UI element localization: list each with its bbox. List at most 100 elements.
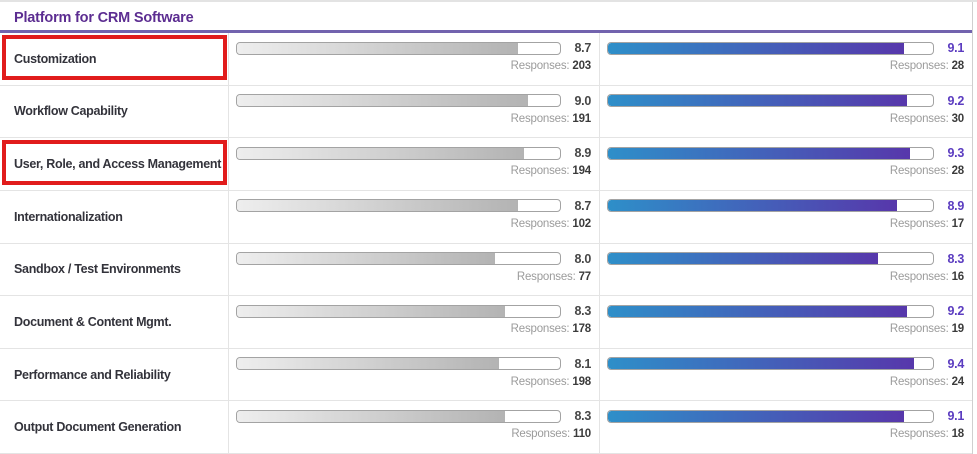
feature-label-cell: Internationalization (0, 190, 229, 243)
rating-bar-fill (237, 358, 499, 370)
responses-line: Responses: 19 (607, 323, 964, 335)
rating-bar-track (607, 409, 934, 423)
responses-line: Responses: 102 (236, 217, 592, 230)
feature-label-cell: User, Role, and Access Management (0, 138, 229, 190)
left-product-cell: 9.0 Responses: 191 (229, 85, 600, 138)
feature-label-cell: Document & Content Mgmt. (0, 296, 229, 348)
rating-bar-fill (608, 305, 907, 317)
right-product-cell: 8.9 Responses: 17 (600, 191, 972, 243)
left-product-cell: 8.9 Responses: 194 (229, 138, 600, 190)
responses-label: Responses: (889, 375, 949, 388)
rating-bar-track (236, 41, 561, 55)
feature-label-cell: Output Document Generation (0, 401, 229, 453)
responses-label: Responses: (510, 60, 570, 72)
rating-bar-track (607, 146, 934, 160)
rating-bar-fill (608, 200, 898, 212)
responses-line: Responses: 28 (607, 165, 964, 177)
rating-bar-fill (237, 95, 528, 107)
row-label: Customization (14, 51, 97, 66)
rating-score: 8.3 (574, 304, 592, 319)
responses-line: Responses: 110 (236, 428, 591, 440)
responses-line: Responses: 30 (607, 113, 964, 125)
rating-bar-track (236, 357, 561, 371)
table-row: User, Role, and Access Management 8.9 Re… (0, 138, 972, 191)
row-label: Output Document Generation (14, 420, 182, 435)
responses-value: 19 (951, 323, 965, 336)
rating-bar-fill (237, 147, 525, 159)
responses-line: Responses: 203 (236, 60, 592, 72)
responses-line: Responses: 28 (607, 60, 964, 72)
right-product-cell: 9.1 Responses: 18 (600, 401, 972, 453)
responses-label: Responses: (510, 112, 570, 125)
rating-bar-fill (608, 253, 878, 264)
responses-value: 28 (951, 165, 965, 178)
responses-line: Responses: 17 (607, 218, 964, 230)
responses-value: 24 (951, 375, 965, 388)
rating-bar-track (607, 41, 934, 55)
responses-line: Responses: 198 (236, 375, 592, 388)
responses-label: Responses: (889, 165, 949, 178)
rating-score: 9.4 (947, 356, 965, 371)
responses-value: 178 (572, 323, 591, 336)
responses-line: Responses: 191 (236, 112, 592, 125)
responses-value: 18 (951, 428, 965, 441)
rating-score: 8.0 (574, 251, 592, 266)
rating-bar-fill (608, 410, 904, 422)
rating-bar-fill (237, 42, 518, 54)
responses-label: Responses: (889, 112, 949, 125)
rating-score: 8.3 (947, 251, 965, 266)
responses-value: 77 (578, 270, 592, 283)
responses-line: Responses: 178 (236, 323, 592, 336)
feature-label-cell: Performance and Reliability (0, 348, 229, 401)
rating-bar-track (236, 199, 561, 213)
table-row: Customization 8.7 Responses: 203 9.1 (0, 33, 972, 86)
rating-bar-fill (237, 305, 506, 317)
rating-score: 8.9 (947, 198, 965, 213)
rating-bar-track (607, 199, 934, 213)
feature-label-cell: Customization (0, 33, 229, 85)
left-product-cell: 8.3 Responses: 178 (229, 296, 600, 348)
comparison-table: Customization 8.7 Responses: 203 9.1 (0, 33, 972, 454)
responses-label: Responses: (510, 375, 570, 388)
rating-score: 8.9 (574, 146, 592, 161)
responses-line: Responses: 24 (607, 376, 964, 388)
row-label: Document & Content Mgmt. (14, 314, 172, 329)
rating-bar-fill (608, 95, 907, 107)
rating-bar-fill (608, 147, 911, 159)
row-label: User, Role, and Access Management (14, 157, 222, 172)
right-product-cell: 9.4 Responses: 24 (600, 349, 972, 401)
responses-label: Responses: (889, 323, 949, 336)
row-label: Sandbox / Test Environments (14, 262, 181, 277)
table-row: Internationalization 8.7 Responses: 102 8… (0, 190, 972, 244)
responses-value: 102 (572, 217, 591, 230)
rating-bar-fill (237, 253, 496, 264)
responses-label: Responses: (510, 165, 570, 178)
rating-bar-track (607, 357, 934, 371)
left-product-cell: 8.3 Responses: 110 (229, 401, 600, 453)
rating-score: 9.1 (947, 409, 965, 424)
responses-value: 16 (951, 270, 965, 283)
responses-line: Responses: 194 (236, 165, 592, 178)
left-product-cell: 8.7 Responses: 102 (229, 190, 600, 243)
responses-value: 194 (572, 165, 591, 178)
responses-label: Responses: (889, 217, 949, 230)
right-product-cell: 9.2 Responses: 19 (600, 296, 972, 348)
rating-score: 8.7 (574, 198, 592, 213)
rating-score: 8.1 (574, 356, 592, 371)
rating-bar-track (607, 252, 934, 265)
responses-label: Responses: (516, 270, 576, 283)
responses-label: Responses: (511, 428, 571, 441)
rating-bar-track (607, 304, 934, 318)
rating-bar-fill (608, 42, 904, 54)
responses-value: 203 (572, 60, 591, 72)
rating-bar-fill (237, 410, 506, 422)
table-row: Performance and Reliability 8.1 Response… (0, 348, 972, 402)
row-label: Workflow Capability (14, 104, 128, 119)
responses-label: Responses: (889, 428, 949, 441)
responses-value: 17 (951, 217, 965, 230)
row-label: Performance and Reliability (14, 367, 171, 382)
left-product-cell: 8.0 Responses: 77 (229, 243, 600, 296)
responses-line: Responses: 77 (236, 271, 591, 283)
responses-label: Responses: (889, 270, 949, 283)
